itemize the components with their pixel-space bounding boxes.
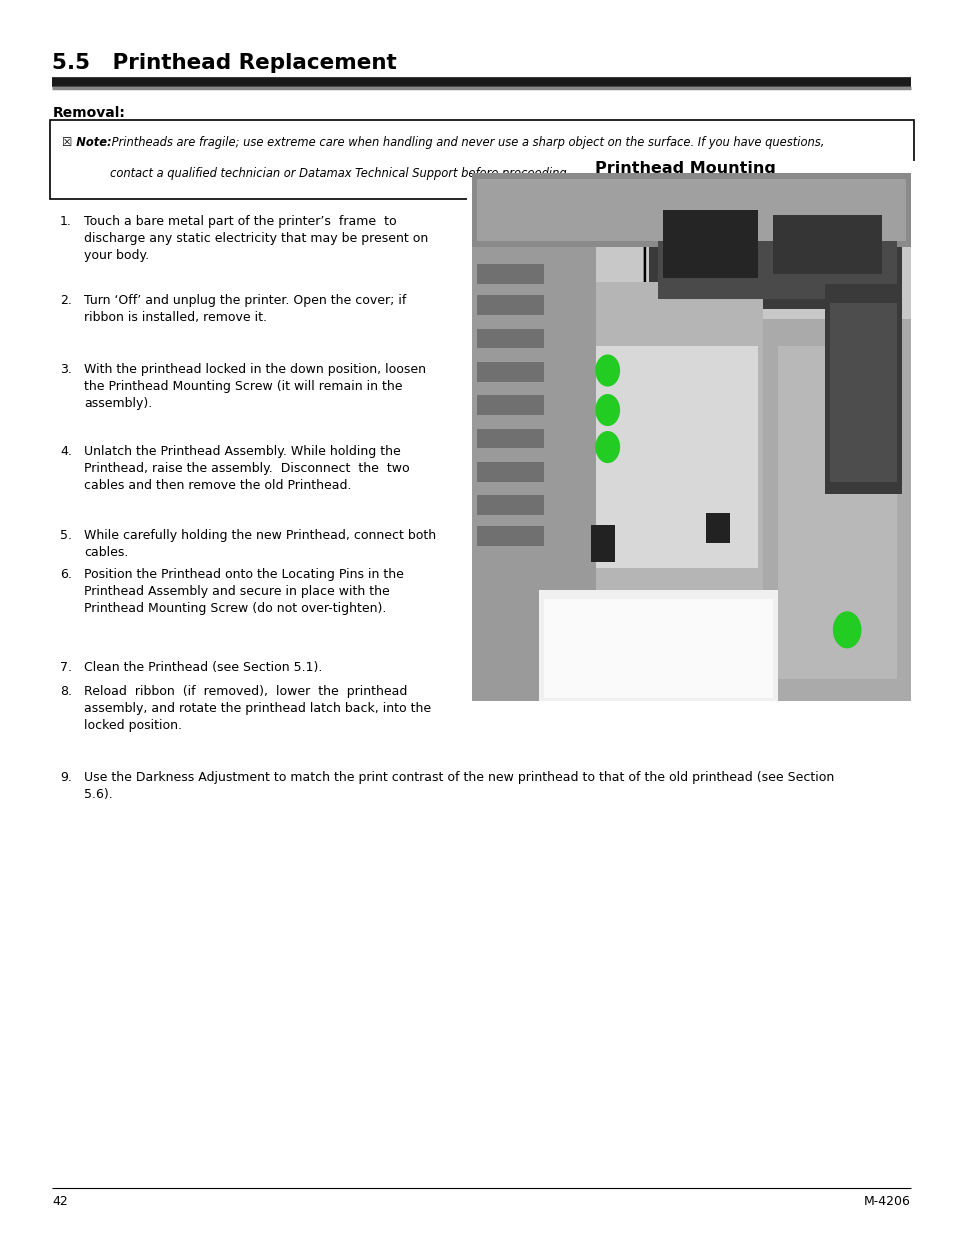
Text: 4.: 4. [60, 445, 71, 458]
Bar [467, 161, 915, 704]
Text: contact a qualified technician or Datamax Technical Support before proceeding.: contact a qualified technician or Datama… [110, 167, 569, 180]
Text: Turn ‘Off’ and unplug the printer. Open the cover; if
ribbon is installed, remov: Turn ‘Off’ and unplug the printer. Open … [84, 294, 406, 324]
Bar [772, 215, 882, 274]
Text: Touch a bare metal part of the printer’s  frame  to
discharge any static electri: Touch a bare metal part of the printer’s… [84, 215, 428, 262]
Bar [596, 282, 762, 701]
Text: 9.: 9. [60, 771, 71, 784]
Text: ☒ Note:: ☒ Note: [62, 136, 112, 149]
Text: Printheads are fragile; use extreme care when handling and never use a sharp obj: Printheads are fragile; use extreme care… [108, 136, 823, 149]
Bar [476, 462, 543, 482]
Text: Screw: Screw [657, 191, 712, 206]
Text: M-4206: M-4206 [863, 1195, 910, 1209]
Text: While carefully holding the new Printhead, connect both
cables.: While carefully holding the new Printhea… [84, 529, 436, 558]
Bar [824, 284, 901, 494]
Text: 3.: 3. [60, 363, 71, 377]
Text: 42: 42 [52, 1195, 69, 1209]
Bar [472, 232, 596, 701]
Text: Reload  ribbon  (if  removed),  lower  the  printhead
assembly, and rotate the p: Reload ribbon (if removed), lower the pr… [84, 685, 431, 732]
Text: 2.: 2. [60, 294, 71, 308]
Bar [476, 179, 905, 241]
Bar [476, 495, 543, 515]
Bar [476, 429, 543, 448]
Bar [472, 207, 910, 701]
Bar [648, 173, 901, 309]
FancyBboxPatch shape [50, 120, 913, 199]
Text: 8.: 8. [60, 685, 72, 699]
Bar [476, 526, 543, 546]
Bar [705, 513, 729, 543]
Circle shape [595, 431, 619, 463]
Bar [591, 525, 615, 562]
Text: Unlatch the Printhead Assembly. While holding the
Printhead, raise the assembly.: Unlatch the Printhead Assembly. While ho… [84, 445, 409, 492]
Circle shape [595, 394, 619, 426]
Text: 1.: 1. [60, 215, 71, 228]
Bar [476, 362, 543, 382]
Text: 6.: 6. [60, 568, 71, 582]
Text: 7.: 7. [60, 661, 72, 674]
Bar [476, 295, 543, 315]
Bar [662, 210, 758, 278]
Text: Clean the Printhead (see Section 5.1).: Clean the Printhead (see Section 5.1). [84, 661, 322, 674]
Text: Position the Printhead onto the Locating Pins in the
Printhead Assembly and secu: Position the Printhead onto the Locating… [84, 568, 403, 615]
Bar [538, 590, 777, 701]
Text: With the printhead locked in the down position, loosen
the Printhead Mounting Sc: With the printhead locked in the down po… [84, 363, 425, 410]
Text: 5.5   Printhead Replacement: 5.5 Printhead Replacement [52, 53, 396, 73]
Text: Removal:: Removal: [52, 106, 125, 120]
Bar [762, 319, 910, 701]
Bar [476, 329, 543, 348]
Bar [472, 173, 910, 247]
Bar [596, 346, 758, 568]
Text: Printhead Mounting: Printhead Mounting [594, 161, 775, 175]
Bar [777, 346, 896, 679]
Text: 5.: 5. [60, 529, 72, 542]
Text: Use the Darkness Adjustment to match the print contrast of the new printhead to : Use the Darkness Adjustment to match the… [84, 771, 833, 800]
Bar [658, 188, 896, 299]
Bar [476, 395, 543, 415]
Bar [543, 599, 772, 698]
Bar [476, 264, 543, 284]
Circle shape [595, 354, 619, 387]
Bar [829, 303, 896, 482]
Circle shape [832, 611, 861, 648]
